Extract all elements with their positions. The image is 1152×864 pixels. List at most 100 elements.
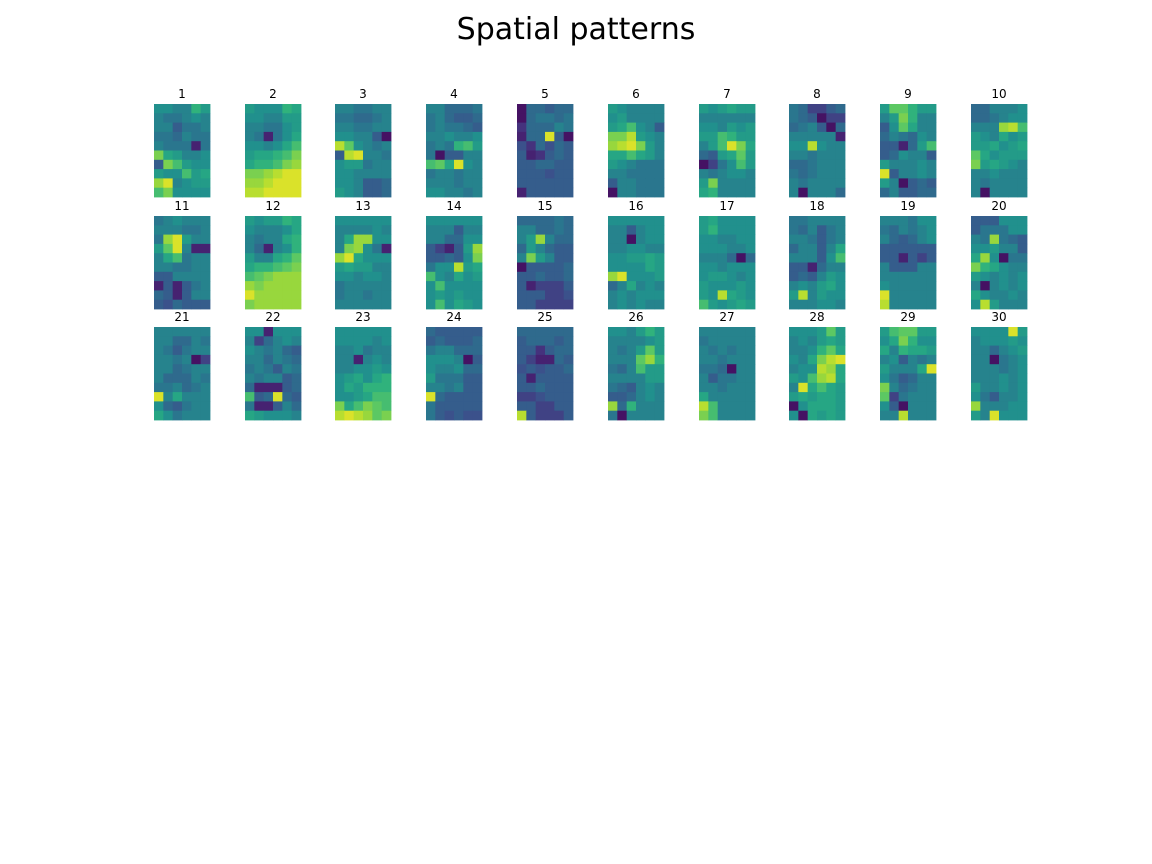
heatmap-cell [699, 141, 709, 151]
heatmap-cell [172, 345, 183, 356]
heatmap-cell [926, 169, 937, 179]
heatmap-cell [263, 401, 274, 412]
heatmap-cell [654, 354, 665, 365]
heatmap-cell [636, 327, 646, 337]
heatmap-cell [273, 187, 283, 198]
heatmap-cell [554, 354, 565, 365]
heatmap-cell [999, 169, 1009, 179]
heatmap-cell [463, 290, 474, 301]
heatmap-cell [182, 373, 192, 384]
heatmap-cell [608, 299, 618, 310]
heatmap-cell [545, 401, 555, 412]
heatmap-cell [826, 169, 837, 179]
heatmap-cell [273, 104, 283, 114]
heatmap-cell [654, 373, 665, 384]
heatmap-cell [789, 234, 799, 245]
heatmap-cell [908, 345, 918, 356]
heatmap-cell [182, 122, 192, 133]
heatmap-cell [798, 262, 809, 273]
heatmap-cell [526, 187, 537, 198]
heatmap-cell [699, 104, 709, 114]
heatmap-cell [727, 262, 737, 273]
heatmap-cell [426, 410, 436, 421]
heatmap-cell [745, 187, 756, 198]
heatmap-cell [282, 104, 293, 114]
heatmap-cell [344, 141, 355, 151]
heatmap-cell [372, 327, 383, 337]
heatmap-cell [926, 150, 937, 161]
heatmap-cell [163, 281, 174, 291]
heatmap-cell [444, 243, 455, 254]
heatmap-cell [526, 410, 537, 421]
panel-label: 17 [719, 199, 734, 213]
heatmap-cell [463, 131, 474, 142]
heatmap-cell [980, 234, 991, 245]
heatmap-cell [273, 281, 283, 291]
heatmap-cell [435, 150, 446, 161]
heatmap-cell [335, 299, 345, 310]
heatmap-cell [908, 113, 918, 123]
heatmap-cell [917, 271, 928, 282]
heatmap-cell [789, 113, 799, 123]
heatmap-cell [454, 253, 464, 263]
heatmap-cell [727, 104, 737, 114]
heatmap-cell [789, 327, 799, 337]
heatmap-cell [172, 262, 183, 273]
heatmap-cell [626, 271, 637, 282]
heatmap-cell [917, 290, 928, 301]
heatmap-cell [263, 122, 274, 133]
heatmap-cell [353, 281, 364, 291]
heatmap-cell [245, 234, 255, 245]
heatmap-cell [363, 113, 373, 123]
heatmap-cell [798, 401, 809, 412]
heatmap-cell [889, 253, 900, 263]
heatmap-cell [826, 243, 837, 254]
heatmap-cell [463, 187, 474, 198]
heatmap-cell [291, 187, 302, 198]
heatmap-cell [835, 141, 846, 151]
heatmap-cell [807, 290, 818, 301]
heatmap-cell [745, 216, 756, 226]
heatmap-cell [245, 169, 255, 179]
heatmap-cell [517, 159, 527, 170]
heatmap-cell [254, 150, 265, 161]
heatmap-cell [898, 253, 909, 263]
heatmap-cell [245, 159, 255, 170]
heatmap-cell [545, 290, 555, 301]
heatmap-cell [645, 290, 656, 301]
panel-6: 6 [608, 87, 665, 198]
heatmap-cell [444, 122, 455, 133]
heatmap-cell [889, 299, 900, 310]
heatmap-cell [826, 382, 837, 393]
heatmap-cell [463, 234, 474, 245]
heatmap-cell [353, 159, 364, 170]
heatmap-cell [636, 336, 646, 346]
heatmap-cell [917, 122, 928, 133]
heatmap-cell [245, 410, 255, 421]
heatmap-cell [798, 243, 809, 254]
panel-label: 20 [991, 199, 1006, 213]
heatmap-cell [344, 178, 355, 189]
heatmap-cell [908, 392, 918, 402]
heatmap-cell [282, 373, 293, 384]
heatmap-cell [381, 354, 392, 365]
heatmap-cell [626, 104, 637, 114]
heatmap-cell [971, 382, 981, 393]
heatmap-cell [617, 253, 628, 263]
heatmap-cell [291, 253, 302, 263]
heatmap-cell [745, 178, 756, 189]
heatmap-cell [154, 271, 164, 282]
heatmap-cell [163, 354, 174, 365]
heatmap-cell [245, 290, 255, 301]
heatmap-cell [344, 345, 355, 356]
heatmap-cell [254, 410, 265, 421]
heatmap-cell [563, 216, 574, 226]
heatmap-cell [626, 122, 637, 133]
heatmap-cell [172, 225, 183, 235]
heatmap-cell [554, 410, 565, 421]
heatmap-cell [191, 150, 202, 161]
heatmap-cell [335, 373, 345, 384]
heatmap-cell [1008, 392, 1019, 402]
heatmap-cell [617, 187, 628, 198]
heatmap-cell [444, 364, 455, 374]
